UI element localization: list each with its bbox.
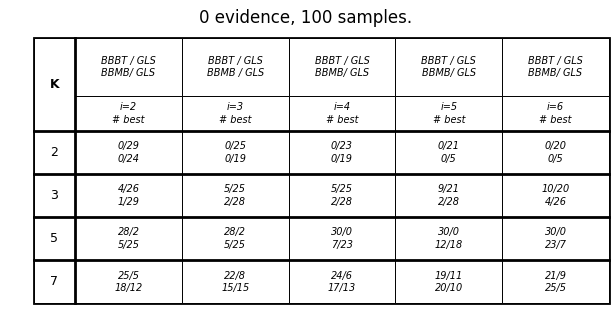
Text: 25/5
18/12: 25/5 18/12 [114, 270, 143, 293]
Text: BBBT / GLS
BBMB/ GLS: BBBT / GLS BBMB/ GLS [315, 56, 370, 78]
Text: 5/25
2/28: 5/25 2/28 [224, 184, 246, 207]
Bar [34, 38, 75, 131]
Text: 9/21
2/28: 9/21 2/28 [438, 184, 460, 207]
Bar [34, 131, 75, 174]
Text: 7: 7 [50, 275, 58, 288]
Text: 30/0
12/18: 30/0 12/18 [435, 228, 463, 250]
Text: 0/21
0/5: 0/21 0/5 [438, 141, 460, 164]
Text: i=4
# best: i=4 # best [326, 102, 358, 125]
Text: 0/25
0/19: 0/25 0/19 [224, 141, 246, 164]
Text: i=2
# best: i=2 # best [112, 102, 144, 125]
Text: 0/29
0/24: 0/29 0/24 [118, 141, 140, 164]
Text: 19/11
20/10: 19/11 20/10 [435, 270, 463, 293]
Text: 30/0
7/23: 30/0 7/23 [331, 228, 353, 250]
Text: 30/0
23/7: 30/0 23/7 [545, 228, 567, 250]
Text: 28/2
5/25: 28/2 5/25 [118, 228, 140, 250]
Text: 21/9
25/5: 21/9 25/5 [545, 270, 567, 293]
Text: BBBT / GLS
BBMB / GLS: BBBT / GLS BBMB / GLS [207, 56, 264, 78]
Text: BBBT / GLS
BBMB/ GLS: BBBT / GLS BBMB/ GLS [421, 56, 476, 78]
Text: i=3
# best: i=3 # best [219, 102, 252, 125]
Text: 10/20
4/26: 10/20 4/26 [542, 184, 570, 207]
Text: 0/20
0/5: 0/20 0/5 [545, 141, 567, 164]
Text: 5/25
2/28: 5/25 2/28 [331, 184, 353, 207]
Text: BBBT / GLS
BBMB/ GLS: BBBT / GLS BBMB/ GLS [528, 56, 583, 78]
Text: 2: 2 [50, 146, 58, 159]
Text: 5: 5 [50, 232, 58, 245]
Text: K: K [50, 78, 59, 91]
Text: BBBT / GLS
BBMB/ GLS: BBBT / GLS BBMB/ GLS [101, 56, 156, 78]
Text: 22/8
15/15: 22/8 15/15 [221, 270, 249, 293]
Text: 24/6
17/13: 24/6 17/13 [328, 270, 356, 293]
Text: i=6
# best: i=6 # best [539, 102, 572, 125]
Bar [34, 260, 75, 303]
Bar [34, 174, 75, 217]
Text: 0/23
0/19: 0/23 0/19 [331, 141, 353, 164]
Text: 28/2
5/25: 28/2 5/25 [224, 228, 246, 250]
Text: i=5
# best: i=5 # best [433, 102, 465, 125]
Text: 0 evidence, 100 samples.: 0 evidence, 100 samples. [200, 9, 412, 27]
Text: 4/26
1/29: 4/26 1/29 [118, 184, 140, 207]
Text: 3: 3 [50, 189, 58, 202]
Bar [34, 217, 75, 260]
